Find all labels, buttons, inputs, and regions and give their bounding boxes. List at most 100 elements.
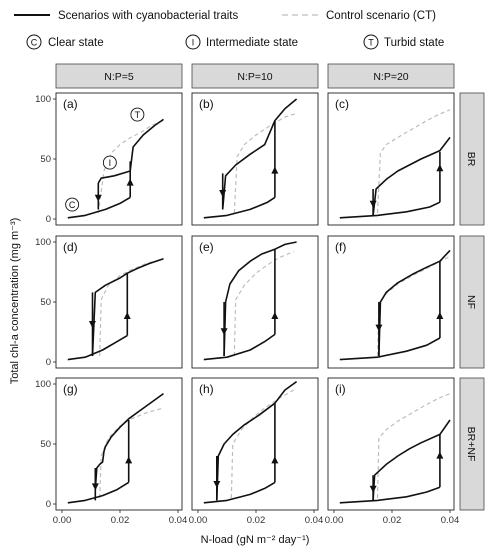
turbid-state-label: Turbid state xyxy=(384,37,444,49)
arrow-down-icon xyxy=(369,485,377,493)
panel-tag: (c) xyxy=(335,97,349,111)
panel-frame xyxy=(55,235,183,369)
y-tick-label: 0 xyxy=(46,214,51,225)
arrow-up-icon xyxy=(271,312,279,319)
column-strip-np20-label: N:P=20 xyxy=(373,71,408,83)
arrow-down-icon xyxy=(220,328,228,336)
row-strip-br-label: BR xyxy=(465,152,477,167)
y-tick-label: 50 xyxy=(40,154,51,165)
cyano-series-lower xyxy=(203,333,276,361)
control-series-line xyxy=(233,112,297,214)
cyano-series-upper xyxy=(94,392,164,490)
x-tick-label: 0.02 xyxy=(111,515,130,526)
column-strip-np5-label: N:P=5 xyxy=(104,71,134,83)
x-tick-label: 0.04 xyxy=(305,515,324,526)
column-strip-np5 xyxy=(55,63,183,89)
panel-5: (e) xyxy=(191,235,319,369)
legend-control-label: Control scenario (CT) xyxy=(326,10,436,22)
cyano-series-upper xyxy=(221,98,298,210)
cyano-series-upper xyxy=(216,380,298,501)
row-strip-nf xyxy=(459,235,485,369)
panel-tag: (e) xyxy=(199,240,214,254)
x-tick-label: 0.02 xyxy=(247,515,266,526)
arrow-down-icon xyxy=(213,481,221,488)
cyano-series-upper xyxy=(97,118,164,184)
panel-frame xyxy=(191,377,319,511)
row-strip-brnf-label: BR+NF xyxy=(465,427,477,462)
cyano-series-lower xyxy=(67,334,128,361)
panel-frame xyxy=(191,92,319,226)
panel-tag: (d) xyxy=(63,240,78,254)
panel-3: (c) xyxy=(327,92,455,226)
panel-tag: (i) xyxy=(335,382,346,396)
arrow-up-icon xyxy=(436,312,444,319)
panel-frame xyxy=(327,377,455,511)
x-tick-label: 0.00 xyxy=(325,515,344,526)
panel-4: 0 50 100 (d) xyxy=(35,235,183,369)
panel-frame xyxy=(327,92,455,226)
state-marker-t-icon xyxy=(130,107,145,122)
row-strip-nf-label: NF xyxy=(465,295,477,309)
legend: Scenarios with cyanobacterial traits Con… xyxy=(14,10,444,50)
control-series-line xyxy=(99,407,164,499)
state-marker-c-icon xyxy=(65,197,80,212)
column-strips: N:P=5 N:P=10 N:P=20 xyxy=(55,63,455,89)
state-marker-i-icon xyxy=(102,155,117,170)
arrow-up-icon xyxy=(123,312,131,319)
control-series-line xyxy=(99,258,164,357)
cyano-series-upper xyxy=(372,136,451,216)
intermediate-state-letter: I xyxy=(192,37,195,47)
panel-6: (f) xyxy=(327,235,455,369)
turbid-state-letter: T xyxy=(368,37,374,47)
column-strip-np10 xyxy=(191,63,319,89)
cyano-series-lower xyxy=(339,486,441,504)
cyano-series-upper xyxy=(91,258,164,357)
cyano-series-upper xyxy=(378,249,451,357)
cyano-series-lower xyxy=(339,201,441,219)
arrow-down-icon xyxy=(375,324,383,332)
turbid-state-icon xyxy=(363,34,379,50)
cyano-series-upper xyxy=(372,419,451,501)
legend-cyano-label: Scenarios with cyanobacterial traits xyxy=(58,10,238,22)
arrow-down-icon xyxy=(219,190,227,197)
panel-tag: (g) xyxy=(63,382,78,396)
y-tick-label: 50 xyxy=(40,439,51,450)
panel-tag: (a) xyxy=(63,97,78,111)
arrow-down-icon xyxy=(88,321,96,328)
arrow-up-icon xyxy=(436,451,444,459)
arrow-up-icon xyxy=(125,456,133,464)
state-marker-letter: C xyxy=(69,200,76,210)
arrow-up-icon xyxy=(436,164,444,172)
x-tick-label: 0.00 xyxy=(189,515,208,526)
x-axis-title: N-load (gN m⁻² day⁻¹) xyxy=(201,534,310,546)
clear-state-letter: C xyxy=(31,37,38,47)
column-strip-np20 xyxy=(327,63,455,89)
intermediate-state-label: Intermediate state xyxy=(206,37,298,49)
arrow-up-icon xyxy=(271,456,279,464)
panel-9: 0.00 0.02 0.04 (i) xyxy=(325,377,459,526)
control-series-line xyxy=(376,109,451,214)
panel-7: 0 50 100 0.00 0.02 0.04 (g) xyxy=(35,377,188,526)
panel-1: 0 50 100 C I T (a) xyxy=(35,92,183,226)
control-series-line xyxy=(376,393,451,499)
arrow-down-icon xyxy=(94,194,102,202)
y-tick-label: 0 xyxy=(46,499,51,510)
y-tick-label: 100 xyxy=(35,94,51,105)
clear-state-icon xyxy=(26,34,42,50)
cyano-series-lower xyxy=(203,481,276,504)
intermediate-state-icon xyxy=(185,34,201,50)
row-strip-brnf xyxy=(459,377,485,511)
control-series-line xyxy=(97,120,164,214)
cyano-series-lower xyxy=(203,196,276,219)
panel-tag: (h) xyxy=(199,382,214,396)
cyano-series-lower xyxy=(339,337,441,361)
cyano-series-upper xyxy=(223,241,297,357)
panel-8: 0.00 0.02 0.04 (h) xyxy=(189,377,324,526)
arrow-down-icon xyxy=(91,483,99,491)
panel-frame xyxy=(327,235,455,369)
panel-tag: (b) xyxy=(199,97,214,111)
panel-2: (b) xyxy=(191,92,319,226)
x-tick-label: 0.04 xyxy=(169,515,188,526)
